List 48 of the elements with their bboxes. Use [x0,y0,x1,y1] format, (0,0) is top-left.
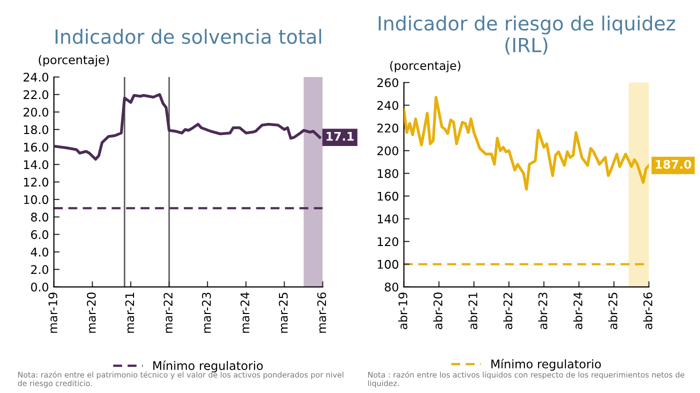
x-tick-label: abr-23 [538,292,548,330]
y-tick-label: 100 [378,260,398,269]
data-label: 187.0 [656,160,692,169]
x-tick-label: mar-21 [125,292,134,333]
y-tick-label: 18.0 [24,125,48,134]
y-tick-label: 180 [378,169,398,178]
y-tick-label: 8.0 [31,212,48,222]
x-tick-label: abr-22 [503,292,512,330]
y-tick-label: 2.0 [31,265,48,274]
x-tick-label: abr-24 [573,292,582,330]
y-tick-label: 14.0 [24,160,48,170]
x-tick-label: mar-20 [86,292,96,333]
data-label: 17.1 [326,132,354,141]
x-tick-label: mar-26 [317,292,326,333]
legend-label: Mínimo regulatorio [491,358,601,371]
chart-title: Indicador de solvencia total [56,28,322,44]
x-tick-label: mar-19 [48,292,58,333]
x-tick-label: abr-20 [433,292,442,330]
y-tick-label: 0.0 [31,282,48,292]
y-axis-title: (porcentaje) [38,55,109,67]
x-tick-label: mar-24 [240,292,250,333]
y-tick-label: 220 [377,124,398,133]
y-tick-label: 4.0 [30,248,48,257]
y-tick-label: 120 [378,237,398,246]
y-tick-label: 10.0 [24,195,48,204]
y-tick-label: 12.0 [24,178,48,187]
y-tick-label: 20.0 [24,108,48,117]
y-tick-label: 24.0 [24,72,48,82]
x-tick-label: abr-21 [468,292,478,330]
x-tick-label: abr-19 [398,292,408,330]
y-tick-label: 6.0 [31,230,48,240]
y-tick-label: 240 [377,100,398,110]
x-tick-label: mar-22 [164,292,173,333]
legend-label: Mínimo regulatorio [153,360,263,372]
y-tick-label: 160 [378,192,398,201]
x-tick-label: mar-23 [202,292,211,333]
line-series [404,96,649,191]
x-tick-label: mar-25 [278,292,288,333]
y-tick-label: 260 [377,78,398,88]
y-tick-label: 200 [377,146,398,156]
y-tick-label: 22.0 [24,90,48,100]
y-tick-label: 16.0 [24,142,48,152]
y-tick-label: 80 [384,282,398,292]
y-tick-label: 140 [378,214,398,224]
x-tick-label: abr-25 [608,292,618,330]
y-axis-title: (porcentaje) [390,60,460,72]
chart-title: Indicador de riesgo de liquidez (IRL) [378,16,676,55]
x-tick-label: abr-26 [643,292,652,330]
